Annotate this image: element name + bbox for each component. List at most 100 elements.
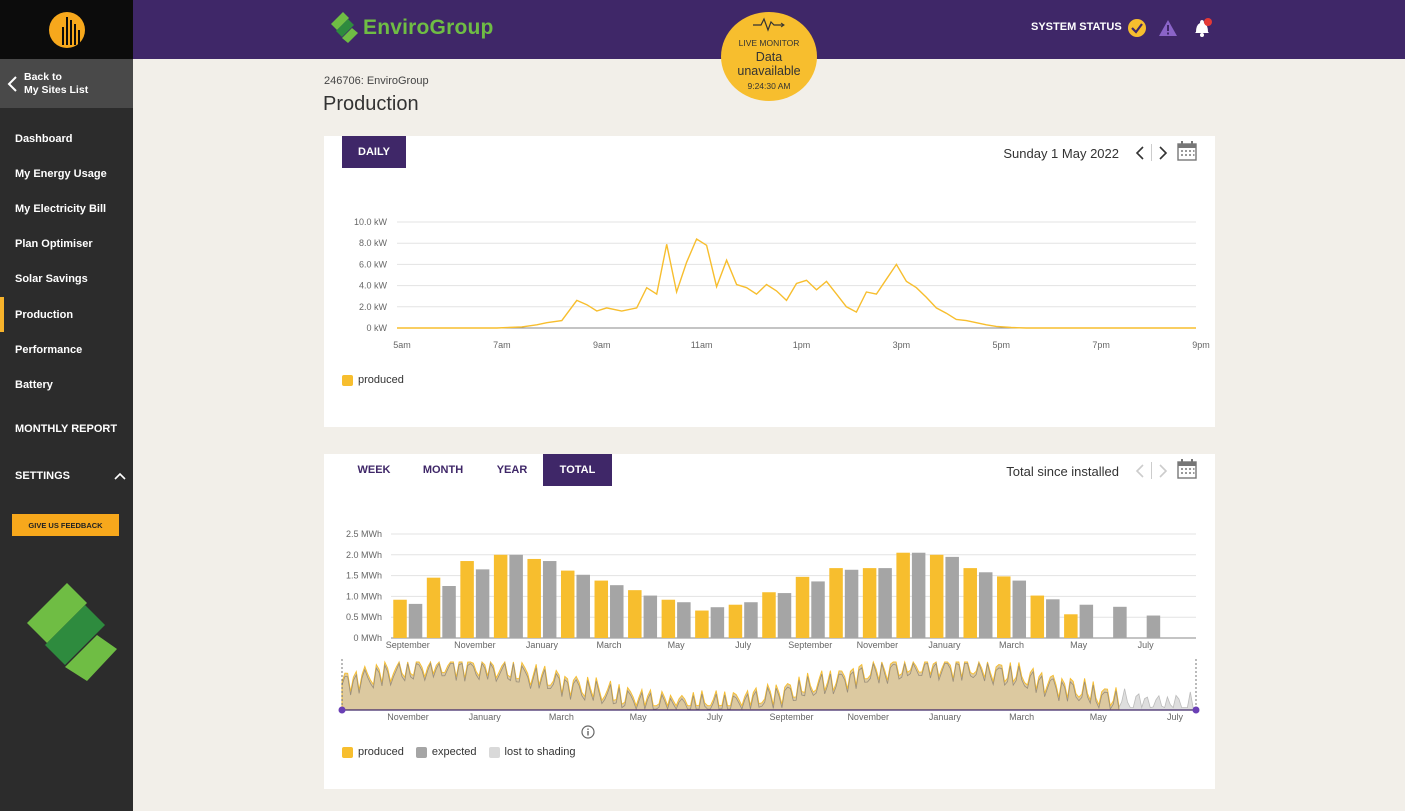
y-tick-label: 2.0 kW (359, 302, 388, 312)
x-tick-label: 5pm (992, 340, 1010, 350)
bar-expected[interactable] (878, 568, 892, 638)
brand-name: EnviroGroup (363, 16, 494, 39)
sidebar-item-battery[interactable]: Battery (15, 378, 53, 391)
tab-total[interactable]: TOTAL (543, 454, 612, 486)
range-handle-right[interactable] (1192, 706, 1200, 714)
bar-produced[interactable] (460, 561, 474, 638)
bar-expected[interactable] (978, 572, 993, 638)
sidebar-item-monthly-report[interactable]: MONTHLY REPORT (15, 423, 118, 435)
bar-produced[interactable] (594, 580, 609, 638)
back-to-sites-link[interactable]: Back to My Sites List (0, 59, 133, 108)
bar-expected[interactable] (408, 603, 423, 638)
legend-swatch-lost-to-shading (488, 746, 500, 758)
bar-produced[interactable] (896, 552, 910, 638)
bar-produced[interactable] (695, 610, 709, 638)
bar-expected[interactable] (576, 574, 590, 638)
legend-item-expected[interactable]: expected (415, 746, 477, 758)
bar-expected[interactable] (945, 556, 959, 638)
bar-expected[interactable] (1146, 615, 1161, 638)
info-icon[interactable] (581, 725, 595, 739)
bar-produced[interactable] (795, 576, 810, 638)
x-tick-label: July (1138, 640, 1155, 650)
bar-produced[interactable] (426, 577, 441, 638)
bar-produced[interactable] (963, 568, 977, 638)
live-monitor-badge[interactable]: LIVE MONITOR Data unavailable 9:24:30 AM (721, 12, 817, 101)
bar-expected[interactable] (744, 602, 758, 638)
bar-produced[interactable] (628, 590, 642, 638)
pulse-icon (753, 17, 785, 32)
x-tick-label: September (788, 640, 832, 650)
range-handle-left[interactable] (338, 706, 346, 714)
bar-expected[interactable] (475, 569, 490, 638)
site-id: 246706: EnviroGroup (324, 75, 429, 87)
bar-expected[interactable] (1113, 606, 1127, 638)
chevron-left-icon (7, 75, 17, 92)
sidebar-item-dashboard[interactable]: Dashboard (15, 132, 73, 145)
bar-expected[interactable] (911, 552, 926, 638)
bar-expected[interactable] (542, 561, 557, 638)
status-ok-icon[interactable] (1127, 18, 1147, 38)
bar-expected[interactable] (1079, 604, 1094, 638)
bar-produced[interactable] (829, 568, 843, 638)
bar-expected[interactable] (1012, 580, 1027, 638)
warning-icon[interactable] (1158, 18, 1178, 38)
bar-expected[interactable] (710, 607, 725, 638)
total-legend: produced expected lost to shading (342, 746, 587, 758)
app-logo[interactable] (0, 0, 133, 59)
sidebar-item-performance[interactable]: Performance (15, 343, 83, 356)
calendar-icon[interactable] (1176, 458, 1198, 480)
previous-period-icon[interactable] (1133, 462, 1147, 480)
x-tick-label: March (999, 640, 1024, 650)
bar-produced[interactable] (560, 570, 575, 638)
bar-produced[interactable] (929, 554, 944, 638)
legend-swatch-expected (415, 746, 427, 758)
bar-produced[interactable] (997, 576, 1011, 638)
legend-item-produced[interactable]: produced (342, 746, 404, 758)
give-feedback-button[interactable]: GIVE US FEEDBACK (12, 514, 119, 536)
sidebar-item-settings[interactable]: SETTINGS (15, 470, 127, 482)
bar-produced[interactable] (762, 592, 776, 638)
bar-produced[interactable] (862, 568, 877, 638)
live-monitor-time: 9:24:30 AM (747, 81, 791, 91)
sidebar-item-solar-savings[interactable]: Solar Savings (15, 273, 88, 286)
calendar-icon[interactable] (1176, 140, 1198, 162)
bar-produced[interactable] (393, 599, 407, 638)
legend-item-lost-to-shading[interactable]: lost to shading (488, 746, 575, 758)
y-tick-label: 8.0 kW (359, 238, 388, 248)
next-period-icon[interactable] (1156, 462, 1170, 480)
bar-produced[interactable] (527, 558, 541, 638)
bar-produced[interactable] (1030, 595, 1045, 638)
tab-year[interactable]: YEAR (480, 454, 544, 486)
bar-expected[interactable] (677, 602, 691, 638)
bar-produced[interactable] (728, 604, 743, 638)
next-day-icon[interactable] (1156, 144, 1170, 162)
notifications-bell-icon[interactable] (1190, 16, 1214, 40)
daily-production-chart[interactable]: 0 kW 2.0 kW 4.0 kW 6.0 kW 8.0 kW 10.0 kW 5am 7a… (324, 136, 1215, 366)
bar-expected[interactable] (777, 593, 792, 638)
bar-expected[interactable] (811, 581, 825, 638)
previous-day-icon[interactable] (1133, 144, 1147, 162)
sidebar-item-my-electricity-bill[interactable]: My Electricity Bill (15, 202, 107, 215)
sidebar-item-my-energy-usage[interactable]: My Energy Usage (15, 167, 107, 180)
bar-expected[interactable] (509, 554, 523, 638)
timeline-overview-chart[interactable]: November January March May July September Nove… (324, 659, 1215, 739)
x-tick-label: September (386, 640, 430, 650)
sidebar-item-plan-optimiser[interactable]: Plan Optimiser (15, 238, 93, 251)
bar-expected[interactable] (844, 569, 859, 638)
bar-produced[interactable] (493, 554, 508, 638)
bar-produced[interactable] (1064, 614, 1078, 638)
bar-expected[interactable] (643, 595, 658, 638)
live-monitor-status-line2: unavailable (737, 64, 801, 78)
tab-daily[interactable]: DAILY (342, 136, 406, 168)
legend-item-produced[interactable]: produced (342, 374, 404, 386)
brand[interactable]: EnviroGroup (331, 12, 494, 44)
bar-produced[interactable] (661, 599, 676, 638)
bar-expected[interactable] (1046, 599, 1060, 638)
total-production-bar-chart[interactable]: 0 MWh 0.5 MWh 1.0 MWh 1.5 MWh 2.0 MWh 2.5 MWh… (324, 454, 1215, 654)
tab-week[interactable]: WEEK (342, 454, 406, 486)
series-line-produced[interactable] (397, 237, 1196, 329)
bar-expected[interactable] (610, 585, 624, 638)
bar-expected[interactable] (442, 586, 456, 638)
tab-month[interactable]: MONTH (410, 454, 476, 486)
sidebar-item-production[interactable]: Production (0, 296, 133, 333)
